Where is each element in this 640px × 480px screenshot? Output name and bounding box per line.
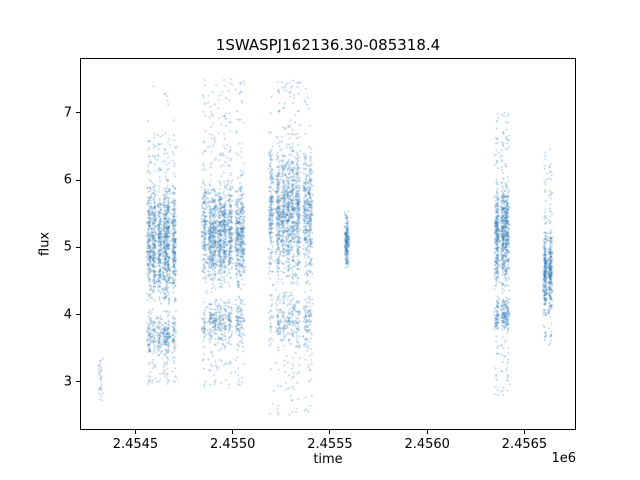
y-axis-label: flux [37, 231, 53, 257]
x-tick-mark [329, 430, 331, 434]
y-tick-label: 3 [63, 374, 72, 390]
x-tick-label: 2.4550 [209, 437, 256, 452]
scatter-points-canvas [81, 59, 575, 429]
y-tick-mark [76, 246, 80, 248]
x-tick-mark [523, 430, 525, 434]
x-tick-mark [134, 430, 136, 434]
x-tick-label: 2.4555 [307, 437, 353, 452]
x-tick-label: 2.4565 [501, 437, 548, 452]
y-tick-label: 7 [63, 105, 72, 121]
x-tick-label: 2.4560 [404, 437, 450, 452]
y-tick-mark [76, 112, 80, 114]
y-tick-label: 4 [63, 307, 72, 323]
chart-title: 1SWASPJ162136.30-085318.4 [215, 36, 441, 54]
x-tick-mark [426, 430, 428, 434]
x-tick-label: 2.4545 [112, 437, 159, 452]
y-tick-label: 6 [63, 172, 72, 188]
x-tick-mark [232, 430, 234, 434]
y-tick-mark [76, 381, 80, 383]
x-axis-offset-label: 1e6 [551, 451, 576, 466]
x-axis-label: time [313, 452, 343, 467]
y-tick-mark [76, 179, 80, 181]
plot-area [80, 58, 576, 430]
y-tick-mark [76, 314, 80, 316]
y-tick-label: 5 [63, 239, 72, 255]
